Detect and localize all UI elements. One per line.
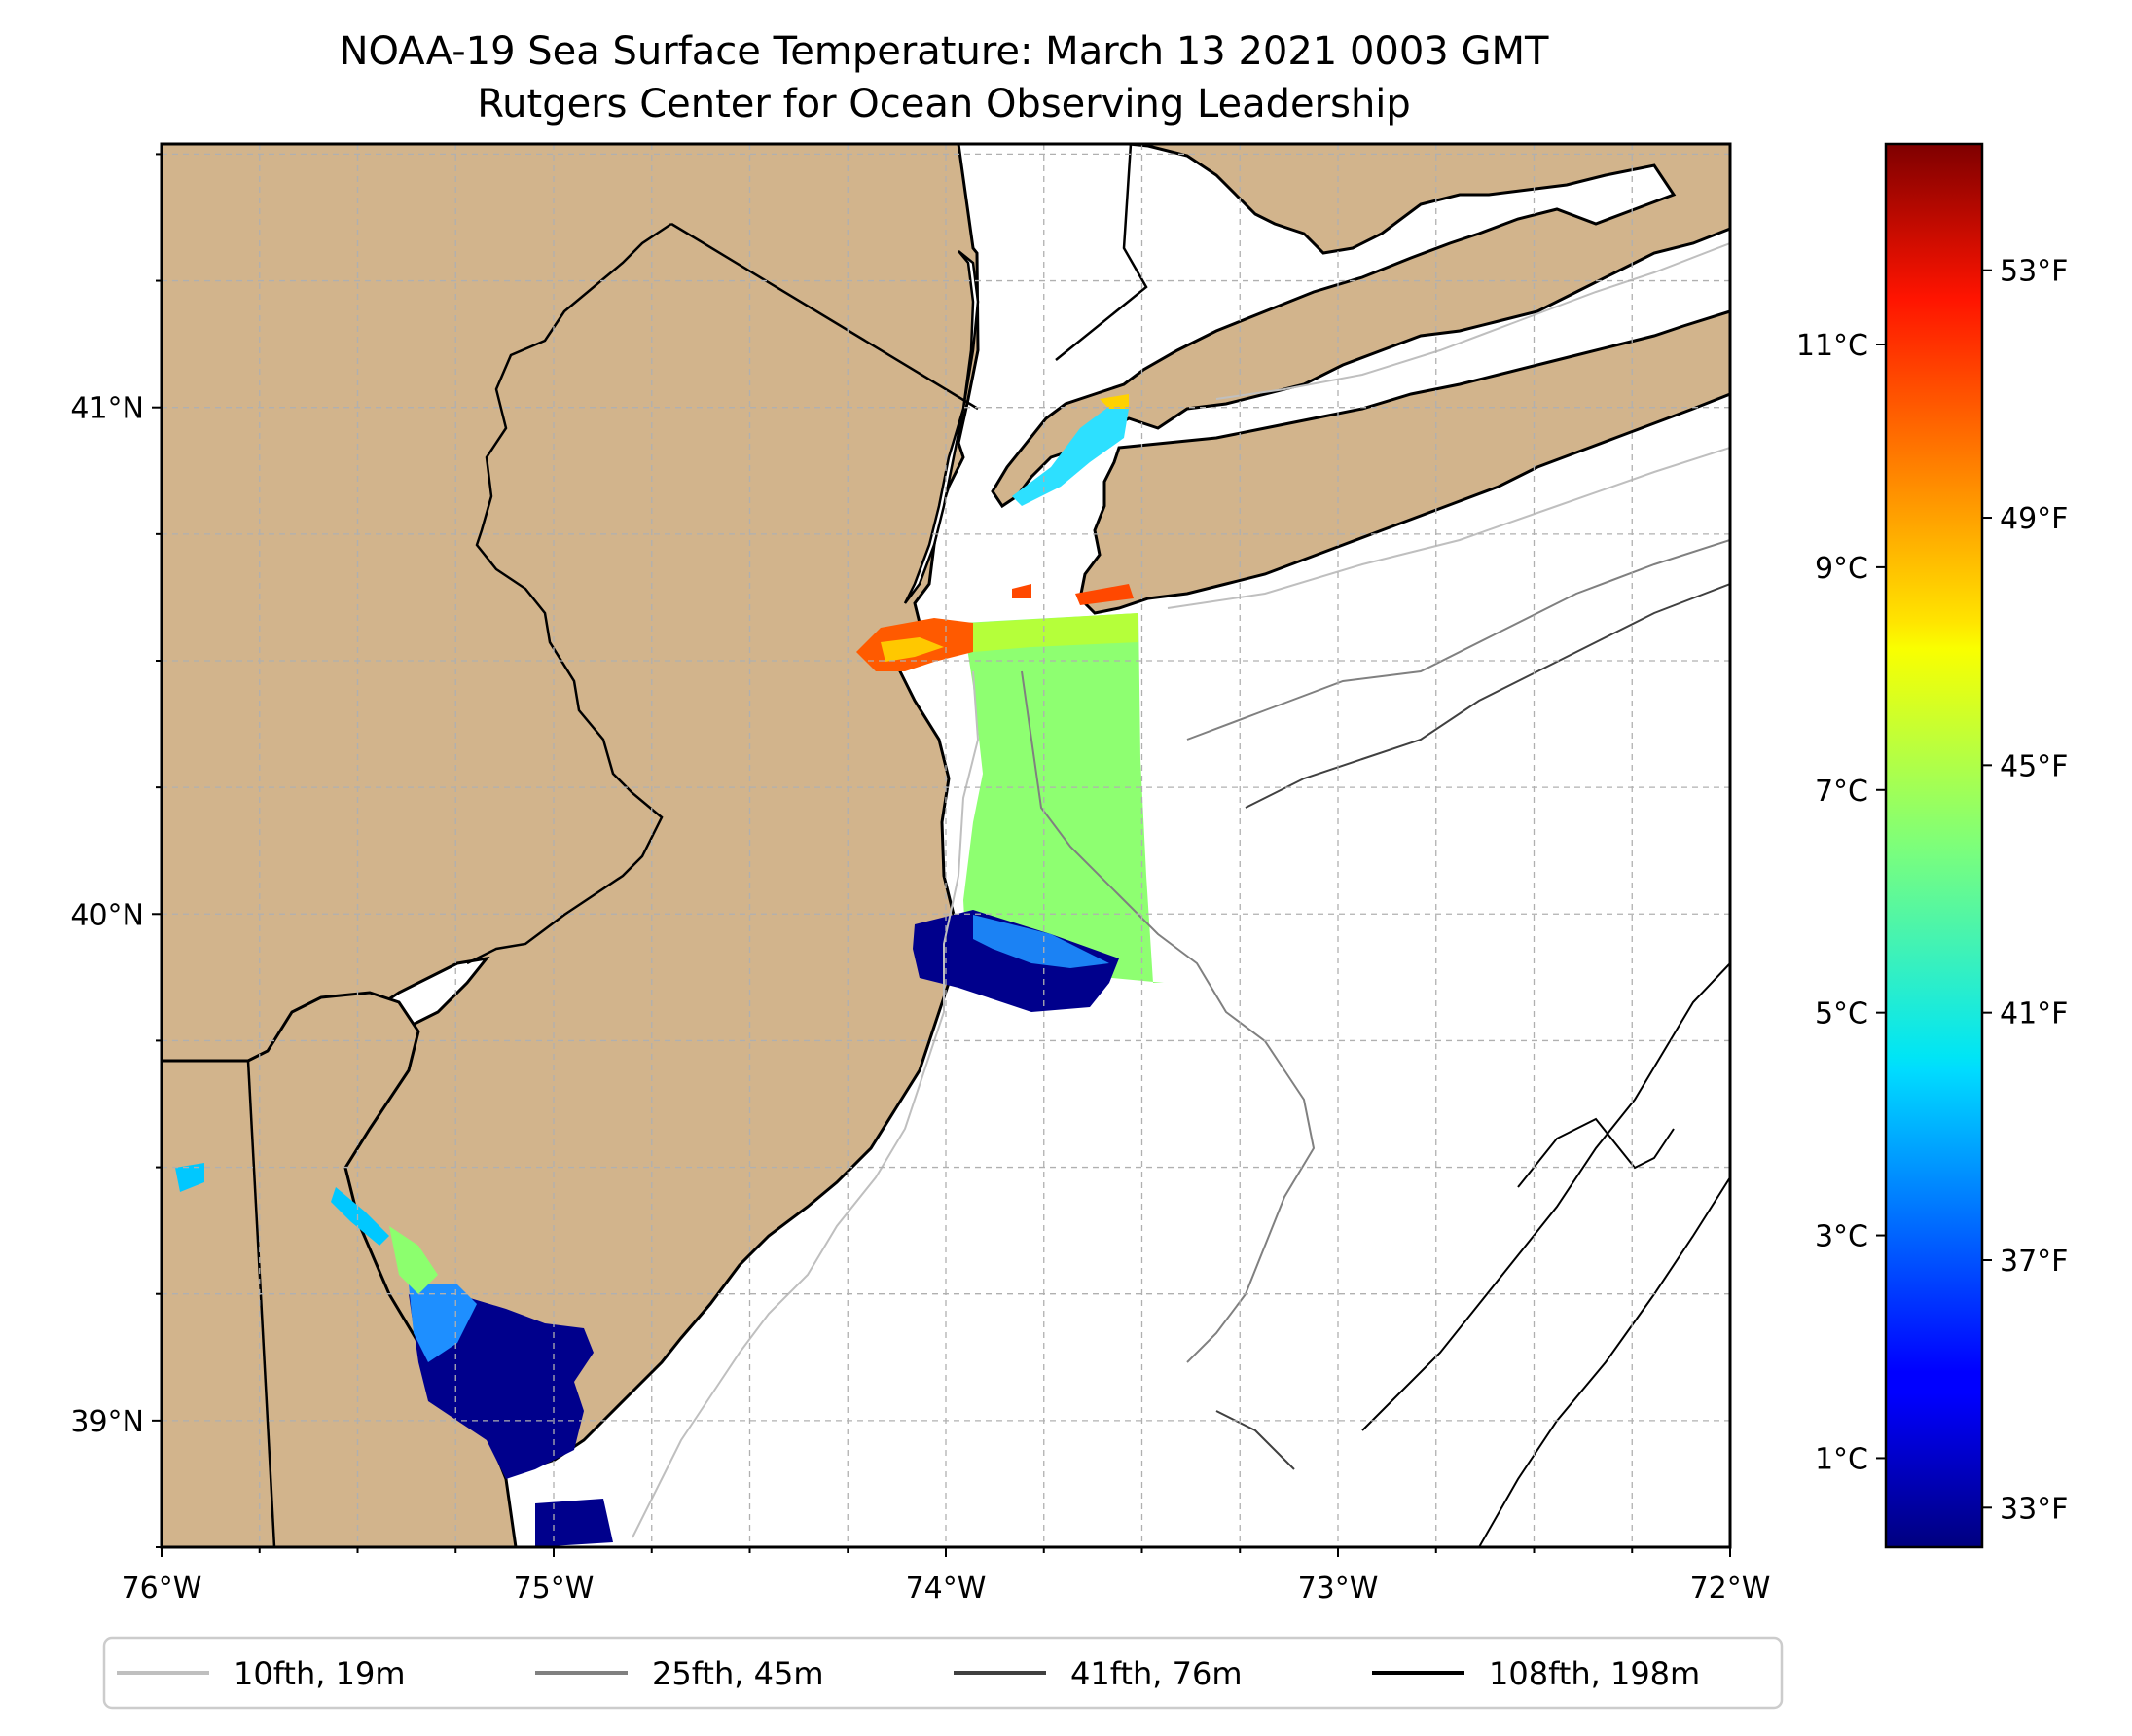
legend-label-10fth: 10fth, 19m: [234, 1655, 405, 1692]
colorbar-fahrenheit-label: 41°F: [2000, 997, 2068, 1031]
map-panel: [162, 144, 1730, 1547]
x-tick-label: 74°W: [906, 1572, 987, 1606]
legend-label-108fth: 108fth, 198m: [1489, 1655, 1700, 1692]
graticule-grid: [162, 144, 1730, 1547]
isobath-198m: [1361, 962, 1730, 1547]
y-tick-label: 41°N: [70, 392, 144, 426]
sst-patch-cold-south: [913, 910, 1119, 1012]
colorbar-gradient: [1884, 142, 1984, 1549]
title-line-2: Rutgers Center for Ocean Observing Leade…: [477, 82, 1411, 127]
colorbar-celsius-label: 11°C: [1796, 329, 1868, 363]
colorbar-celsius-label: 5°C: [1815, 997, 1868, 1031]
sst-patch-delaware-bay-upper: [389, 1226, 438, 1294]
sst-patch-li-sound: [1012, 399, 1129, 506]
sst-patch-delaware-bay-mid: [409, 1284, 477, 1362]
sst-patch-jamaica: [1012, 584, 1134, 605]
sst-patch-nj-coast: [963, 613, 1164, 988]
sst-patch-li-sound-warm: [1100, 394, 1129, 409]
sst-patch-cape-may: [535, 1499, 613, 1547]
sst-patch-delaware-river: [331, 1187, 389, 1246]
colorbar-fahrenheit-label: 33°F: [2000, 1492, 2068, 1526]
x-tick-label: 75°W: [514, 1572, 595, 1606]
sst-patch-cheseapeake: [175, 1163, 204, 1192]
colorbar-celsius-label: 1°C: [1815, 1442, 1868, 1476]
x-tick-label: 72°W: [1690, 1572, 1771, 1606]
hudson-river: [903, 250, 980, 604]
colorbar-ticks: 1°C 3°C 5°C 7°C 9°C 11°C 33°F 37°F 41°F 45°F 49°F 5…: [1796, 255, 2069, 1527]
delaware-river: [466, 222, 672, 965]
colorbar-celsius-label: 9°C: [1815, 552, 1868, 586]
colorbar-fahrenheit-label: 53°F: [2000, 255, 2068, 289]
state-boundary-de: [246, 1060, 276, 1547]
isobath-19m: [632, 242, 1730, 1538]
y-tick-label: 39°N: [70, 1405, 144, 1439]
colorbar-celsius-label: 7°C: [1815, 775, 1868, 809]
isobath-legend: 10fth, 19m 25fth, 45m 41fth, 76m 108fth,…: [102, 1636, 1784, 1710]
state-boundary-ny-nj: [670, 222, 979, 411]
title-line-1: NOAA-19 Sea Surface Temperature: March 1…: [340, 29, 1549, 74]
colorbar-fahrenheit-label: 45°F: [2000, 749, 2068, 783]
legend-label-41fth: 41fth, 76m: [1070, 1655, 1242, 1692]
land-long-island: [1078, 309, 1730, 615]
x-tick-label: 76°W: [122, 1572, 202, 1606]
state-boundary-ny-ct: [1055, 144, 1148, 361]
colorbar: 1°C 3°C 5°C 7°C 9°C 11°C 33°F 37°F 41°F 45°F 49°F 5…: [1796, 142, 2069, 1549]
colorbar-fahrenheit-label: 49°F: [2000, 502, 2068, 536]
map-axes: 76°W 75°W 74°W 73°W 72°W 41°N 40°N 39°N: [70, 153, 1771, 1606]
colorbar-celsius-label: 3°C: [1815, 1220, 1868, 1254]
legend-frame: [102, 1636, 1784, 1710]
sst-patch-warm-band: [973, 613, 1138, 652]
sst-data-layer: [175, 394, 1164, 1547]
y-tick-label: 40°N: [70, 898, 144, 932]
land-north: [991, 144, 1730, 509]
colorbar-fahrenheit-label: 37°F: [2000, 1245, 2068, 1279]
x-tick-label: 73°W: [1298, 1572, 1379, 1606]
sst-patch-raritan-yellow: [881, 637, 944, 662]
sst-patch-cold-edge: [973, 915, 1109, 968]
legend-label-25fth: 25fth, 45m: [652, 1655, 823, 1692]
